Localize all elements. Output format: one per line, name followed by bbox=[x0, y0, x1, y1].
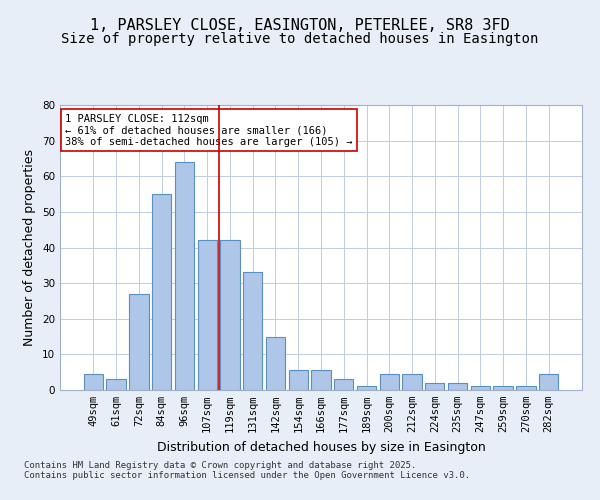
X-axis label: Distribution of detached houses by size in Easington: Distribution of detached houses by size … bbox=[157, 440, 485, 454]
Bar bbox=[197, 240, 217, 390]
Text: Contains HM Land Registry data © Crown copyright and database right 2025.
Contai: Contains HM Land Registry data © Crown c… bbox=[24, 460, 470, 480]
Bar bbox=[539, 374, 558, 390]
Bar bbox=[220, 240, 239, 390]
Bar bbox=[106, 380, 126, 390]
Bar bbox=[470, 386, 490, 390]
Bar bbox=[289, 370, 308, 390]
Bar bbox=[175, 162, 194, 390]
Bar bbox=[243, 272, 262, 390]
Text: Size of property relative to detached houses in Easington: Size of property relative to detached ho… bbox=[61, 32, 539, 46]
Bar bbox=[334, 380, 353, 390]
Bar bbox=[448, 383, 467, 390]
Y-axis label: Number of detached properties: Number of detached properties bbox=[23, 149, 37, 346]
Bar bbox=[493, 386, 513, 390]
Text: 1 PARSLEY CLOSE: 112sqm
← 61% of detached houses are smaller (166)
38% of semi-d: 1 PARSLEY CLOSE: 112sqm ← 61% of detache… bbox=[65, 114, 353, 147]
Bar bbox=[516, 386, 536, 390]
Bar bbox=[380, 374, 399, 390]
Bar bbox=[357, 386, 376, 390]
Bar bbox=[425, 383, 445, 390]
Text: 1, PARSLEY CLOSE, EASINGTON, PETERLEE, SR8 3FD: 1, PARSLEY CLOSE, EASINGTON, PETERLEE, S… bbox=[90, 18, 510, 32]
Bar bbox=[403, 374, 422, 390]
Bar bbox=[129, 294, 149, 390]
Bar bbox=[84, 374, 103, 390]
Bar bbox=[152, 194, 172, 390]
Bar bbox=[311, 370, 331, 390]
Bar bbox=[266, 336, 285, 390]
